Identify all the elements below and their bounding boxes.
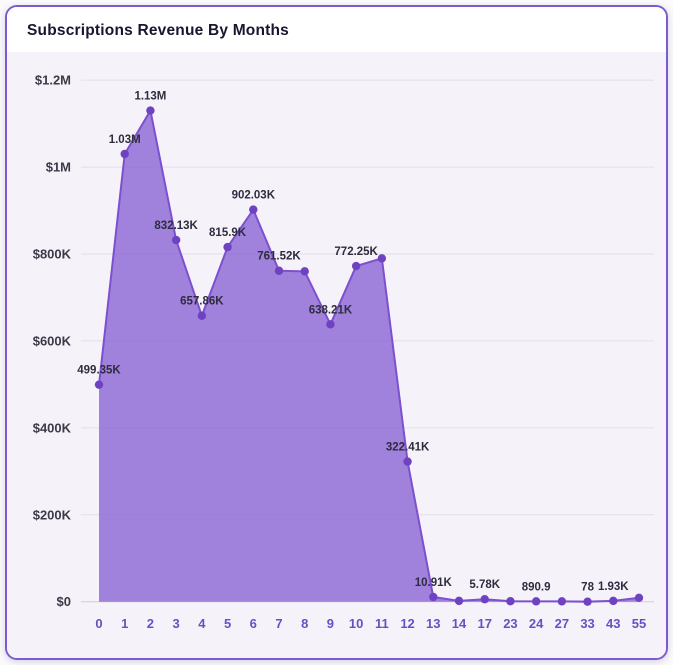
- x-axis-tick-label: 2: [147, 616, 154, 631]
- point-value-label: 1.13M: [134, 90, 166, 102]
- point-value-label: 890.9: [522, 581, 551, 593]
- x-axis-tick-label: 11: [375, 616, 389, 631]
- data-point[interactable]: [557, 597, 567, 606]
- point-value-label: 832.13K: [154, 220, 198, 232]
- x-axis-tick-label: 9: [327, 616, 334, 631]
- point-value-label: 815.9K: [209, 227, 247, 239]
- x-axis-tick-label: 23: [503, 616, 517, 631]
- data-point[interactable]: [506, 596, 515, 606]
- x-axis-tick-label: 24: [529, 616, 544, 631]
- area-fill: [99, 110, 639, 602]
- point-value-label: 499.35K: [77, 365, 121, 377]
- data-point[interactable]: [300, 267, 309, 276]
- x-axis-tick-label: 3: [173, 616, 180, 631]
- data-point[interactable]: [377, 254, 387, 263]
- point-value-label: 772.25K: [334, 246, 378, 258]
- x-axis-tick-label: 4: [198, 616, 206, 631]
- y-axis-tick-label: $200K: [33, 507, 72, 522]
- y-axis-tick-label: $1.2M: [35, 73, 71, 88]
- data-point[interactable]: [480, 594, 489, 604]
- point-value-label: 78: [581, 582, 594, 594]
- point-value-label: 10.91K: [415, 577, 453, 589]
- trend-line: [98, 109, 640, 603]
- data-point[interactable]: [197, 311, 207, 321]
- y-axis-tick-label: $600K: [33, 333, 72, 348]
- data-point[interactable]: [274, 266, 284, 275]
- data-point[interactable]: [171, 235, 181, 245]
- x-axis-tick-label: 33: [580, 616, 594, 631]
- point-value-label: 5.78K: [469, 579, 500, 591]
- point-value-label: 1.93K: [598, 581, 629, 593]
- data-point[interactable]: [531, 597, 541, 606]
- data-point[interactable]: [223, 242, 232, 252]
- chart-card: Subscriptions Revenue By Months $0 $200K $…: [5, 5, 668, 660]
- data-point[interactable]: [326, 320, 335, 329]
- data-point[interactable]: [249, 205, 258, 214]
- point-value-label: 322.41K: [386, 442, 430, 454]
- x-axis-tick-label: 12: [400, 616, 414, 631]
- x-axis-tick-label: 10: [349, 616, 363, 631]
- data-point[interactable]: [609, 596, 618, 606]
- chart-title: Subscriptions Revenue By Months: [27, 22, 289, 39]
- data-point[interactable]: [454, 596, 464, 606]
- card-header: Subscriptions Revenue By Months: [7, 7, 666, 52]
- data-point[interactable]: [429, 592, 438, 602]
- x-axis-tick-label: 0: [95, 616, 102, 631]
- x-axis-tick-label: 27: [555, 616, 569, 631]
- y-axis-tick-label: $400K: [33, 420, 72, 435]
- x-axis-tick-label: 55: [632, 616, 646, 631]
- point-value-label: 638.21K: [309, 304, 353, 316]
- data-point[interactable]: [120, 149, 129, 159]
- data-point[interactable]: [634, 593, 644, 603]
- x-axis-tick-label: 8: [301, 616, 308, 631]
- point-value-label: 761.52K: [257, 251, 301, 263]
- point-value-label: 657.86K: [180, 296, 224, 308]
- point-value-label: 902.03K: [232, 190, 276, 202]
- data-point[interactable]: [351, 261, 361, 271]
- x-axis-tick-label: 7: [275, 616, 282, 631]
- data-point[interactable]: [146, 106, 155, 115]
- data-point[interactable]: [583, 597, 592, 606]
- point-value-label: 1.03M: [109, 134, 141, 146]
- x-axis-tick-label: 17: [477, 616, 491, 631]
- data-point[interactable]: [403, 457, 412, 466]
- y-axis-tick-label: $800K: [33, 246, 72, 261]
- x-axis-tick-label: 6: [250, 616, 257, 631]
- x-axis-tick-label: 43: [606, 616, 620, 631]
- y-axis-tick-label: $1M: [46, 160, 71, 175]
- x-axis-tick-label: 14: [452, 616, 467, 631]
- subscriptions-revenue-area-chart[interactable]: $0$200K$400K$600K$800K$1M$1.2M0 1 2 3 4 5 6 7 8 9…: [7, 52, 666, 658]
- x-axis-tick-label: 5: [224, 616, 231, 631]
- x-axis-tick-label: 13: [426, 616, 440, 631]
- chart-area: $0 $200K $400K $600K $800K $1M $1.2M 0 1 2 3 4 5 6 7 8 9…: [7, 52, 666, 658]
- data-point[interactable]: [94, 380, 104, 389]
- y-axis-tick-label: $0: [57, 594, 71, 609]
- x-axis-tick-label: 1: [121, 616, 128, 631]
